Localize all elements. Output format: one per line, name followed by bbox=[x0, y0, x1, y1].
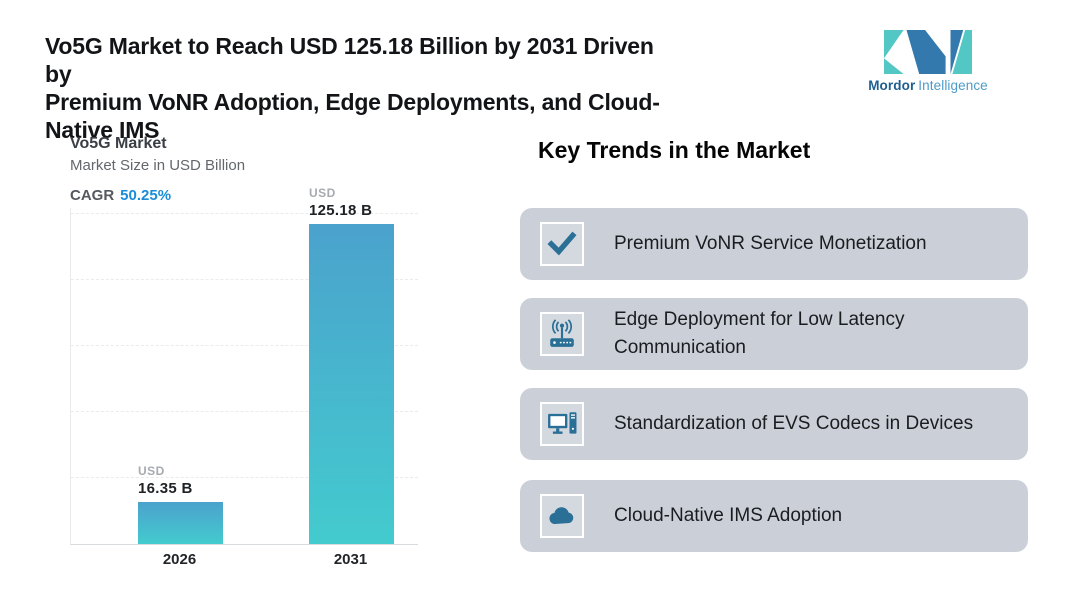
gridline bbox=[71, 279, 418, 280]
x-axis-label-2031: 2031 bbox=[333, 551, 368, 568]
trend-label: Premium VoNR Service Monetization bbox=[614, 233, 927, 254]
bar-value-2026: 16.35 B bbox=[138, 479, 193, 497]
bar-rect-2026 bbox=[138, 502, 223, 544]
bar-chart-plot: USD 16.35 B USD 125.18 B bbox=[70, 187, 418, 545]
bar-value-label-2031: USD 125.18 B bbox=[309, 187, 429, 219]
bar-rect-2031 bbox=[309, 224, 394, 544]
gridline bbox=[71, 213, 418, 214]
trend-card-premium-vonr: Premium VoNR Service Monetization bbox=[520, 208, 1028, 280]
logo-wordmark: Mordor Intelligence bbox=[862, 78, 994, 93]
trends-heading: Key Trends in the Market bbox=[538, 137, 811, 163]
page-title-line1: Vo5G Market to Reach USD 125.18 Billion … bbox=[45, 33, 654, 87]
page-title-line2: Premium VoNR Adoption, Edge Deployments,… bbox=[45, 89, 660, 143]
bar-value-label-2026: USD 16.35 B bbox=[138, 465, 258, 497]
router-icon bbox=[540, 312, 584, 356]
check-icon bbox=[540, 222, 584, 266]
cagr-label: CAGR bbox=[70, 187, 115, 204]
bar-unit-2026: USD bbox=[138, 464, 165, 479]
cloud-icon bbox=[540, 494, 584, 538]
x-axis-label-2026: 2026 bbox=[162, 551, 197, 568]
mordor-intelligence-logo: Mordor Intelligence bbox=[862, 30, 994, 93]
trend-label: Cloud-Native IMS Adoption bbox=[614, 505, 843, 526]
trend-card-edge-deployment: Edge Deployment for Low Latency Communic… bbox=[520, 298, 1028, 370]
page-title: Vo5G Market to Reach USD 125.18 Billion … bbox=[45, 32, 685, 144]
trend-label: Standardization of EVS Codecs in Devices bbox=[614, 413, 974, 434]
bar-unit-2031: USD bbox=[309, 186, 336, 201]
logo-text-mordor: Mordor bbox=[868, 78, 916, 93]
bar-value-2031: 125.18 B bbox=[309, 201, 373, 219]
gridline bbox=[71, 345, 418, 346]
cagr-value: 50.25% bbox=[120, 187, 172, 204]
chart-subtitle: Market Size in USD Billion bbox=[70, 157, 246, 174]
gridline bbox=[71, 411, 418, 412]
trend-card-evs-codecs: Standardization of EVS Codecs in Devices bbox=[520, 388, 1028, 460]
chart-title: Vo5G Market bbox=[70, 135, 167, 152]
mordor-logo-icon bbox=[884, 30, 972, 74]
gridline bbox=[71, 477, 418, 478]
desktop-icon bbox=[540, 402, 584, 446]
logo-text-intelligence: Intelligence bbox=[918, 78, 988, 93]
trend-label: Edge Deployment for Low Latency Communic… bbox=[614, 309, 905, 358]
cagr: CAGR 50.25% bbox=[70, 187, 171, 204]
trend-card-cloud-native-ims: Cloud-Native IMS Adoption bbox=[520, 480, 1028, 552]
